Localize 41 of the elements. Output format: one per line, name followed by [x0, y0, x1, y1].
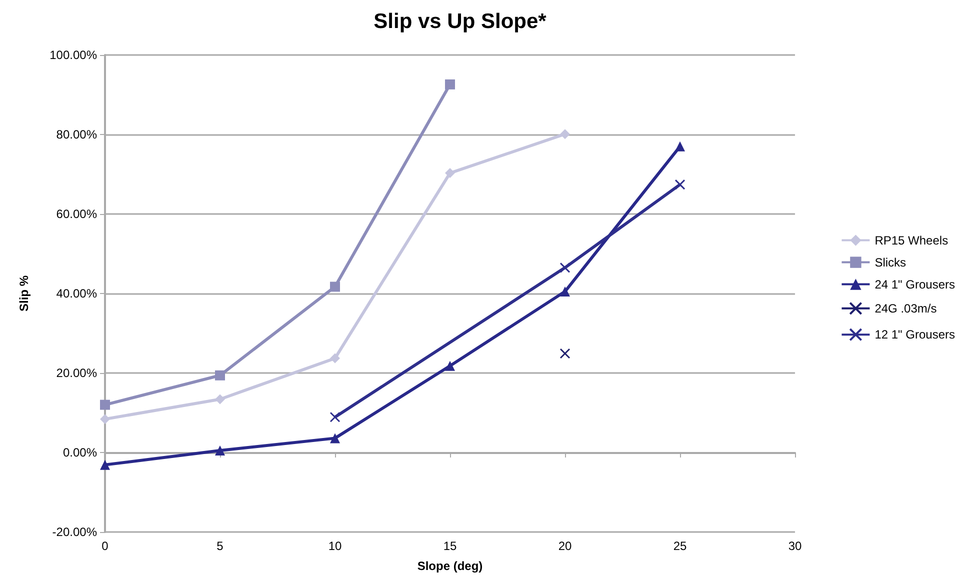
x-tick-label: 15 — [443, 539, 457, 553]
legend-label: 24G .03m/s — [874, 301, 937, 316]
point — [445, 79, 455, 90]
point — [100, 400, 110, 410]
point — [330, 433, 340, 444]
y-tick-label: 40.00% — [56, 286, 98, 300]
x-tick-label: 5 — [216, 539, 224, 553]
y-axis-title: Slip % — [17, 275, 31, 312]
point — [215, 446, 225, 456]
x-tick-label: 10 — [328, 539, 342, 553]
point — [100, 414, 110, 424]
point — [215, 394, 225, 404]
x-tick-label: 0 — [102, 539, 109, 553]
legend-label: Slicks — [874, 255, 906, 270]
x-tick-label: 20 — [558, 539, 572, 553]
point — [675, 141, 685, 152]
y-tick-label: 20.00% — [56, 366, 98, 380]
legend-label: RP15 Wheels — [874, 233, 948, 248]
legend-label: 12 1" Grousers — [874, 328, 955, 342]
x-tick-label: 25 — [673, 539, 687, 553]
point — [330, 282, 340, 292]
y-tick-label: 0.00% — [62, 446, 98, 460]
point — [445, 168, 455, 178]
y-tick-label: 100.00% — [50, 48, 98, 62]
x-tick-label: 30 — [788, 539, 802, 553]
point — [674, 179, 686, 190]
point — [560, 348, 570, 359]
point — [215, 370, 225, 380]
chart-title: Slip vs Up Slope* — [374, 10, 548, 33]
point — [100, 460, 110, 470]
point — [560, 129, 570, 140]
point — [330, 412, 340, 422]
y-tick-label: 80.00% — [56, 128, 98, 142]
x-axis-title: Slope (deg) — [417, 559, 483, 573]
point — [560, 262, 570, 273]
y-tick-label: 60.00% — [56, 207, 98, 221]
point — [330, 353, 340, 364]
legend-label: 24 1" Grousers — [874, 277, 955, 292]
point — [445, 360, 455, 371]
point — [560, 286, 570, 297]
y-tick-label: -20.00% — [52, 525, 98, 539]
